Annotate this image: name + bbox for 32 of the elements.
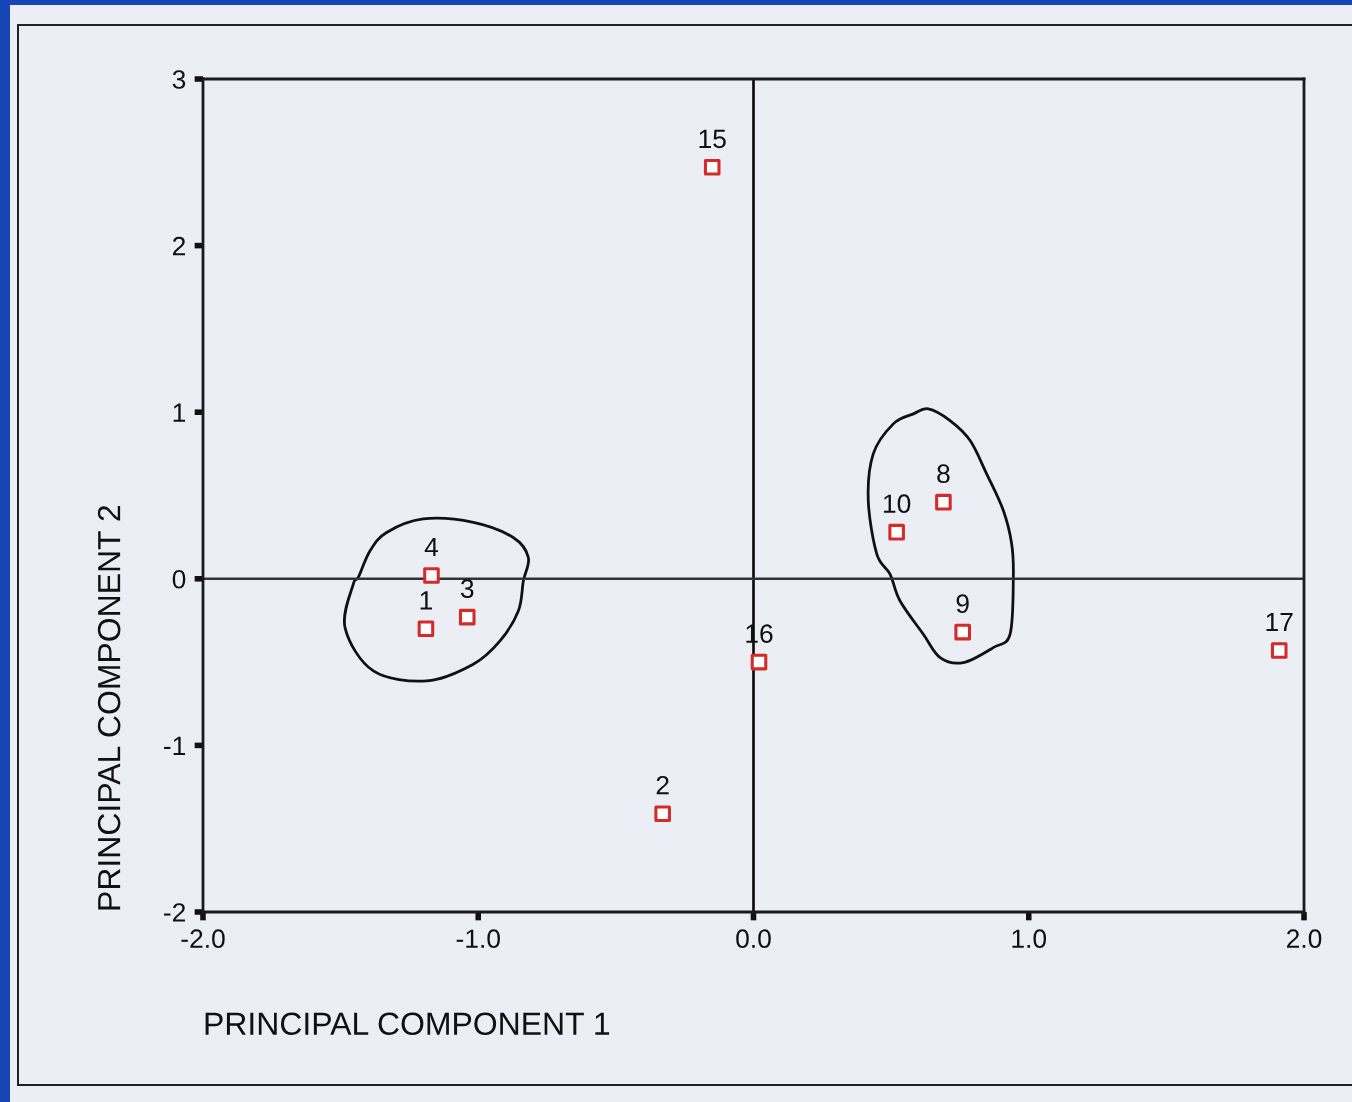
annotation: 10 [883, 494, 911, 514]
point [935, 493, 952, 511]
point [417, 620, 435, 638]
x-tick-label: -2.0 [181, 929, 225, 949]
point [750, 653, 768, 671]
y-tick-label: -1 [164, 736, 186, 755]
annotation: 9 [956, 594, 969, 614]
annotation: 3 [460, 579, 474, 599]
point [954, 623, 971, 641]
point [423, 567, 440, 584]
point [458, 608, 476, 626]
y-tick-label: 2 [172, 236, 186, 256]
point [703, 159, 721, 176]
y-tick-label: 0 [172, 569, 186, 589]
y-tick-label: 1 [173, 403, 186, 422]
x-tick-label: 0.0 [736, 929, 771, 949]
point [888, 523, 905, 541]
x-tick-label: 2.0 [1286, 929, 1322, 949]
point [1270, 642, 1288, 659]
y-tick-label: 3 [172, 70, 186, 89]
annotation: 2 [656, 775, 669, 795]
annotation: 8 [937, 464, 950, 484]
point [654, 805, 671, 822]
annotation: 1 [420, 591, 432, 610]
x-tick-label: 1.0 [1012, 929, 1047, 949]
y-tick-label: -2 [164, 903, 186, 922]
x-axis-title: PRINCIPAL COMPONENT 1 [205, 1012, 610, 1036]
x-tick-label: -1.0 [456, 929, 500, 949]
annotation: 15 [699, 129, 726, 149]
annotation: 4 [424, 537, 439, 557]
annotation: 17 [1266, 612, 1293, 632]
y-axis-title: PRINCIPAL COMPONENT 2 [97, 505, 121, 910]
